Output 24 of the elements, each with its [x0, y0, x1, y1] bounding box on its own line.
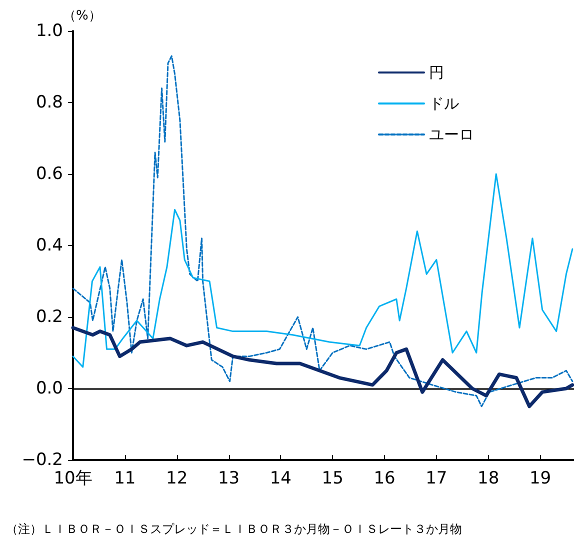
line-series	[72, 173, 574, 368]
y-tick-label: 0.0	[36, 378, 63, 398]
y-tick-label: 0.6	[36, 164, 63, 184]
line-series	[71, 326, 574, 408]
y-tick-label: 0.4	[36, 236, 63, 256]
y-tick-label: 0.8	[36, 92, 63, 112]
x-tick-label: 18	[478, 468, 500, 488]
legend-label: ユーロ	[429, 126, 474, 144]
x-tick-label: 17	[426, 468, 448, 488]
x-tick-label: 11	[114, 468, 136, 488]
text: （注）ＬＩＢＯＲ－ＯＩＳスプレッド＝ＬＩＢＯＲ３か月物－ＯＩＳレート３か月物	[6, 522, 462, 536]
y-tick-label: 0.2	[36, 307, 63, 327]
x-tick-label: 15	[322, 468, 344, 488]
x-tick-label: 10年	[54, 468, 92, 488]
y-tick-label: 1.0	[36, 21, 63, 41]
x-tick-label: 14	[270, 468, 292, 488]
x-tick-label: 12	[166, 468, 188, 488]
x-tick-label: 13	[218, 468, 240, 488]
legend-label: 円	[429, 64, 444, 82]
x-tick-label: 16	[374, 468, 396, 488]
y-tick-label: −0.2	[22, 450, 63, 470]
y-axis-title: （%）	[63, 8, 102, 24]
legend-label: ドル	[429, 94, 459, 112]
x-tick-label: 19	[529, 468, 552, 488]
